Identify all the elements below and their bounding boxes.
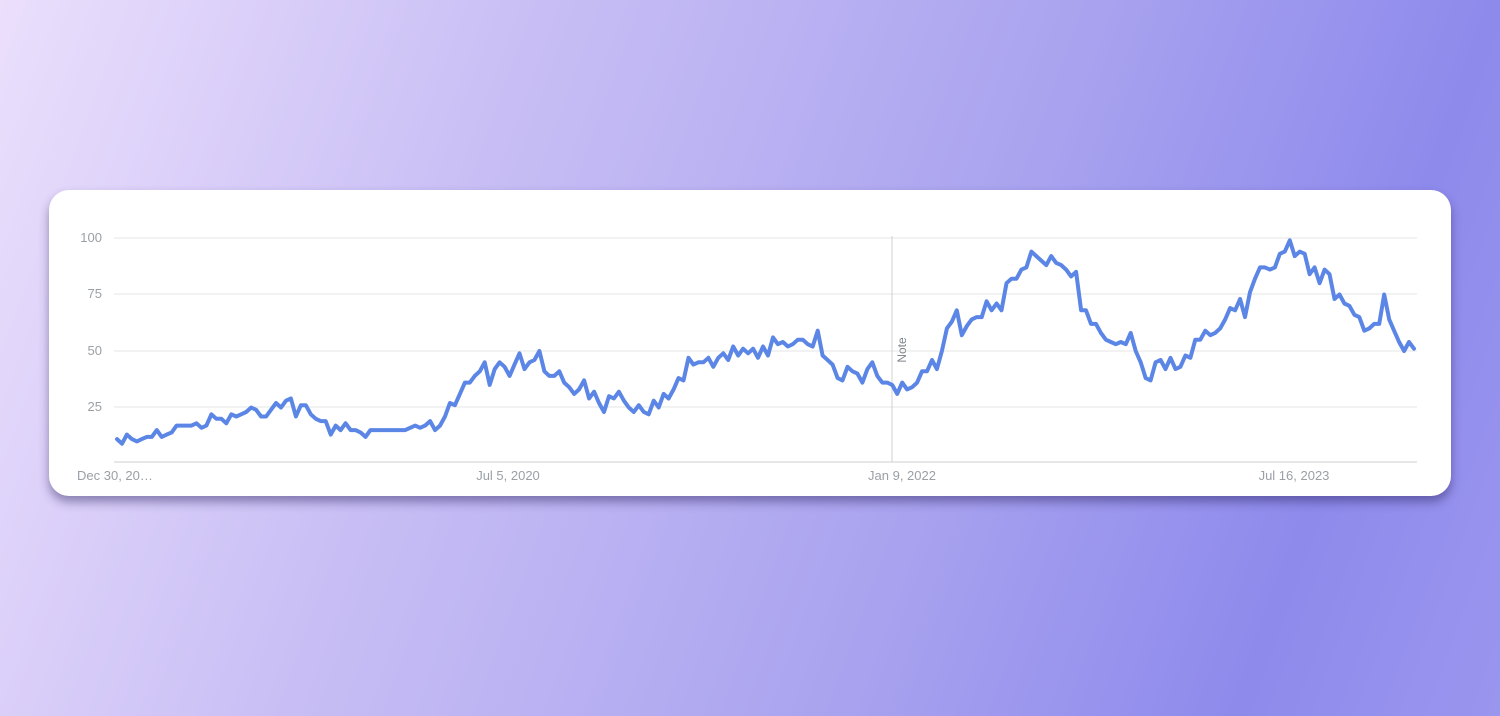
- series-line: [115, 238, 1416, 446]
- y-tick-label: 75: [88, 286, 102, 301]
- y-tick-label: 25: [88, 399, 102, 414]
- x-tick-label: Jan 9, 2022: [868, 468, 936, 483]
- x-tick-label: Dec 30, 20…: [77, 468, 153, 483]
- x-tick-label: Jul 16, 2023: [1259, 468, 1330, 483]
- chart-card: 100 75 50 25 Note Dec 30, 20… Jul 5, 202…: [49, 190, 1451, 496]
- note-annotation[interactable]: Note: [895, 337, 909, 363]
- y-tick-label: 100: [80, 230, 102, 245]
- y-tick-label: 50: [88, 343, 102, 358]
- x-tick-label: Jul 5, 2020: [476, 468, 540, 483]
- trend-line-chart: 100 75 50 25 Note Dec 30, 20… Jul 5, 202…: [77, 230, 1417, 483]
